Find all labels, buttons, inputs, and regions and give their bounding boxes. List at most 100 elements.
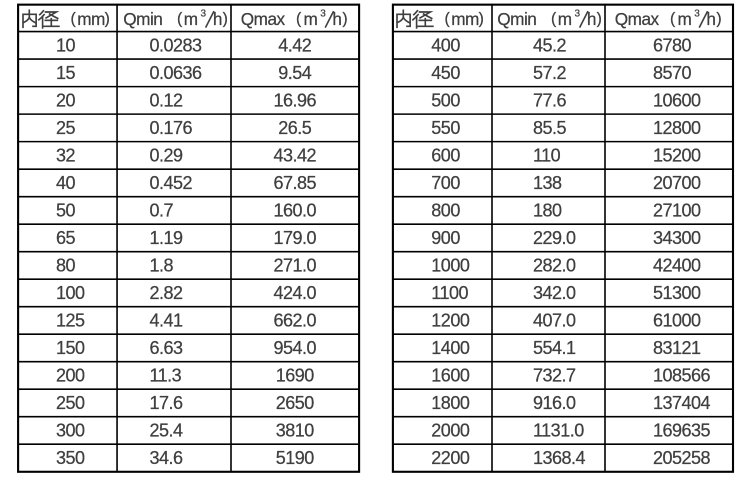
svg-text:): ) bbox=[105, 10, 110, 27]
svg-text:350: 350 bbox=[56, 448, 85, 468]
svg-text:954.0: 954.0 bbox=[274, 338, 317, 358]
svg-text:150: 150 bbox=[56, 338, 85, 358]
svg-text:(: ( bbox=[445, 10, 451, 27]
svg-text:229.0: 229.0 bbox=[533, 228, 576, 248]
svg-text:20: 20 bbox=[56, 90, 76, 110]
svg-text:): ) bbox=[479, 10, 484, 27]
svg-text:600: 600 bbox=[431, 145, 460, 165]
svg-text:40: 40 bbox=[56, 173, 76, 193]
svg-text:57.2: 57.2 bbox=[533, 63, 567, 83]
svg-text:0.12: 0.12 bbox=[150, 90, 184, 110]
svg-text:Qmin: Qmin bbox=[497, 9, 536, 29]
svg-text:271.0: 271.0 bbox=[274, 256, 317, 276]
svg-text:25: 25 bbox=[56, 118, 76, 138]
svg-text:17.6: 17.6 bbox=[150, 393, 184, 413]
svg-text:400: 400 bbox=[431, 35, 460, 55]
svg-text:0.452: 0.452 bbox=[150, 173, 193, 193]
svg-text:732.7: 732.7 bbox=[533, 366, 576, 386]
svg-text:3: 3 bbox=[320, 9, 326, 20]
svg-text:0.29: 0.29 bbox=[150, 145, 184, 165]
svg-text:180: 180 bbox=[533, 201, 562, 221]
svg-text:1200: 1200 bbox=[431, 311, 470, 331]
svg-text:179.0: 179.0 bbox=[274, 228, 317, 248]
svg-text:16.96: 16.96 bbox=[274, 90, 317, 110]
svg-text:4.42: 4.42 bbox=[278, 35, 312, 55]
svg-text:(: ( bbox=[670, 10, 676, 27]
svg-text:Qmin: Qmin bbox=[123, 9, 162, 29]
svg-text:85.5: 85.5 bbox=[533, 118, 567, 138]
svg-text:662.0: 662.0 bbox=[274, 311, 317, 331]
svg-text:6.63: 6.63 bbox=[150, 338, 184, 358]
svg-text:1131.0: 1131.0 bbox=[533, 421, 584, 441]
svg-text:100: 100 bbox=[56, 283, 85, 303]
svg-text:): ) bbox=[716, 10, 721, 27]
svg-text:0.7: 0.7 bbox=[150, 201, 174, 221]
svg-text:42400: 42400 bbox=[653, 256, 701, 276]
svg-text:8570: 8570 bbox=[653, 63, 692, 83]
svg-text:108566: 108566 bbox=[653, 366, 711, 386]
svg-text:51300: 51300 bbox=[653, 283, 701, 303]
svg-text:282.0: 282.0 bbox=[533, 256, 576, 276]
svg-text:mm: mm bbox=[77, 9, 105, 29]
svg-text:3: 3 bbox=[575, 9, 581, 20]
svg-text:m: m bbox=[678, 9, 692, 29]
svg-text:200: 200 bbox=[56, 366, 85, 386]
svg-text:160.0: 160.0 bbox=[274, 201, 317, 221]
svg-text:169635: 169635 bbox=[653, 421, 711, 441]
svg-text:1400: 1400 bbox=[431, 338, 470, 358]
svg-text:916.0: 916.0 bbox=[533, 393, 576, 413]
svg-text:6780: 6780 bbox=[653, 35, 692, 55]
svg-text:5190: 5190 bbox=[276, 448, 315, 468]
svg-text:80: 80 bbox=[56, 256, 76, 276]
svg-text:(: ( bbox=[551, 10, 557, 27]
svg-text:77.6: 77.6 bbox=[533, 90, 567, 110]
svg-text:3810: 3810 bbox=[276, 421, 315, 441]
svg-text:3: 3 bbox=[694, 9, 700, 20]
svg-text:424.0: 424.0 bbox=[274, 283, 317, 303]
svg-text:): ) bbox=[342, 10, 347, 27]
svg-text:): ) bbox=[597, 10, 602, 27]
svg-text:10: 10 bbox=[56, 35, 76, 55]
svg-text:Qmax: Qmax bbox=[615, 9, 660, 29]
svg-text:61000: 61000 bbox=[653, 311, 701, 331]
svg-text:27100: 27100 bbox=[653, 201, 701, 221]
svg-text:3: 3 bbox=[201, 9, 207, 20]
svg-text:50: 50 bbox=[56, 201, 76, 221]
svg-text:1100: 1100 bbox=[431, 283, 468, 303]
svg-text:34300: 34300 bbox=[653, 228, 701, 248]
svg-text:15200: 15200 bbox=[653, 145, 701, 165]
svg-text:138: 138 bbox=[533, 173, 562, 193]
svg-text:h: h bbox=[587, 9, 596, 29]
svg-text:(: ( bbox=[71, 10, 77, 27]
svg-text:4.41: 4.41 bbox=[150, 311, 184, 331]
svg-text:450: 450 bbox=[431, 63, 460, 83]
svg-text:12800: 12800 bbox=[653, 118, 701, 138]
svg-text:32: 32 bbox=[56, 145, 76, 165]
svg-text:1.8: 1.8 bbox=[150, 256, 174, 276]
svg-text:0.176: 0.176 bbox=[150, 118, 193, 138]
svg-text:h: h bbox=[213, 9, 222, 29]
svg-text:45.2: 45.2 bbox=[533, 35, 567, 55]
svg-text:110: 110 bbox=[533, 145, 561, 165]
svg-text:342.0: 342.0 bbox=[533, 283, 576, 303]
svg-text:9.54: 9.54 bbox=[278, 63, 312, 83]
svg-text:2650: 2650 bbox=[276, 393, 315, 413]
svg-text:700: 700 bbox=[431, 173, 460, 193]
svg-text:83121: 83121 bbox=[653, 338, 701, 358]
svg-text:125: 125 bbox=[56, 311, 85, 331]
svg-text:1600: 1600 bbox=[431, 366, 470, 386]
svg-text:(: ( bbox=[177, 10, 183, 27]
svg-text:m: m bbox=[304, 9, 318, 29]
svg-text:1800: 1800 bbox=[431, 393, 470, 413]
svg-text:0.0283: 0.0283 bbox=[150, 35, 203, 55]
svg-text:m: m bbox=[184, 9, 198, 29]
svg-text:h: h bbox=[332, 9, 341, 29]
svg-text:): ) bbox=[223, 10, 228, 27]
svg-text:43.42: 43.42 bbox=[274, 145, 317, 165]
svg-text:500: 500 bbox=[431, 90, 460, 110]
svg-text:0.0636: 0.0636 bbox=[150, 63, 203, 83]
svg-text:554.1: 554.1 bbox=[533, 338, 576, 358]
svg-text:1368.4: 1368.4 bbox=[533, 448, 586, 468]
svg-text:2000: 2000 bbox=[431, 421, 470, 441]
svg-text:900: 900 bbox=[431, 228, 460, 248]
